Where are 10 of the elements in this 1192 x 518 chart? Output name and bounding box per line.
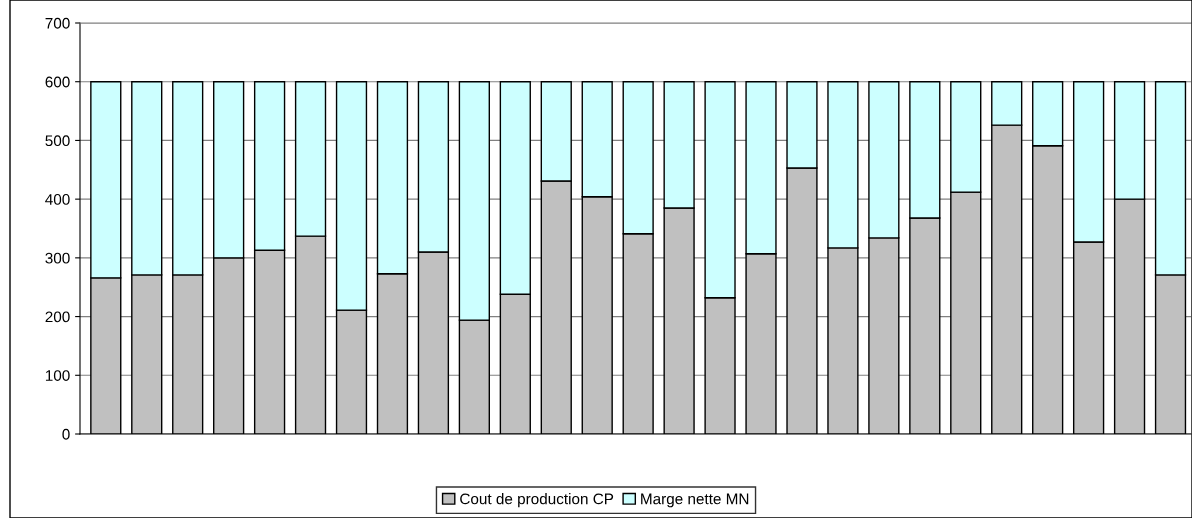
- legend-label: Marge nette MN: [641, 493, 749, 508]
- y-tick-label: 300: [45, 252, 70, 264]
- legend-label: Cout de production CP: [460, 493, 614, 508]
- y-tick-label: 700: [45, 17, 70, 29]
- y-tick-label: 100: [45, 370, 70, 381]
- y-tick-label: 500: [45, 135, 70, 147]
- y-tick-label: 400: [45, 194, 70, 205]
- y-tick-label: 200: [45, 311, 70, 323]
- y-tick-label: 600: [45, 76, 70, 88]
- y-tick-label: 0: [62, 428, 70, 440]
